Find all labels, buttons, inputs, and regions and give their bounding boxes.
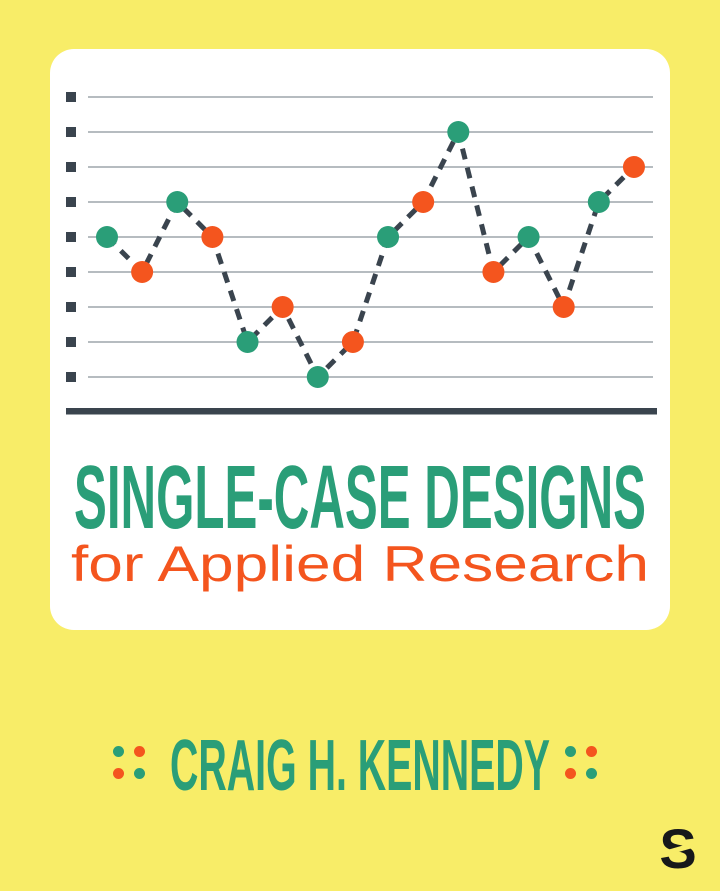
- data-point-orange: [271, 296, 294, 318]
- data-point-orange: [201, 226, 224, 248]
- data-point-teal: [447, 121, 470, 143]
- tick-square-icon: [66, 232, 76, 242]
- book-subtitle: for Applied Research: [71, 536, 649, 592]
- tick-square-icon: [66, 197, 76, 207]
- data-point-teal: [587, 191, 610, 213]
- book-title: SINGLE-CASE DESIGNS: [74, 456, 646, 540]
- x-axis: [66, 408, 657, 415]
- data-point-orange: [622, 156, 645, 178]
- dashed-data-line: [105, 129, 636, 380]
- data-point-teal: [166, 191, 189, 213]
- data-point-teal: [517, 226, 540, 248]
- data-point-teal: [236, 331, 259, 353]
- accent-dot-orange: [586, 746, 597, 757]
- tick-square-icon: [66, 92, 76, 102]
- dot-cluster-left: [113, 746, 145, 779]
- title-block: SINGLE-CASE DESIGNS: [74, 456, 646, 540]
- publisher-logo: S: [656, 821, 700, 877]
- accent-dot-orange: [134, 746, 145, 757]
- tick-square-icon: [66, 337, 76, 347]
- accent-dot-orange: [565, 768, 576, 779]
- accent-dot-teal: [113, 746, 124, 757]
- accent-dot-orange: [113, 768, 124, 779]
- data-point-orange: [412, 191, 435, 213]
- tick-square-icon: [66, 162, 76, 172]
- data-point-teal: [96, 226, 118, 248]
- accent-dot-teal: [586, 768, 597, 779]
- chart-card: SINGLE-CASE DESIGNS for Applied Research: [50, 49, 670, 630]
- tick-square-icon: [66, 372, 76, 382]
- tick-square-icon: [66, 127, 76, 137]
- author-name: CRAIG H. KENNEDY: [170, 726, 550, 800]
- tick-square-icon: [66, 302, 76, 312]
- tick-square-icon: [66, 267, 76, 277]
- author-block: CRAIG H. KENNEDY: [170, 726, 550, 800]
- data-point-orange: [552, 296, 575, 318]
- accent-dot-teal: [565, 746, 576, 757]
- data-point-orange: [131, 261, 154, 283]
- data-point-orange: [482, 261, 505, 283]
- subtitle-block: for Applied Research: [71, 536, 649, 592]
- dot-cluster-right: [565, 746, 597, 779]
- accent-dot-teal: [134, 768, 145, 779]
- data-point-orange: [341, 331, 364, 353]
- data-point-teal: [306, 366, 329, 388]
- cover-chart: [66, 92, 657, 415]
- data-point-teal: [377, 226, 400, 248]
